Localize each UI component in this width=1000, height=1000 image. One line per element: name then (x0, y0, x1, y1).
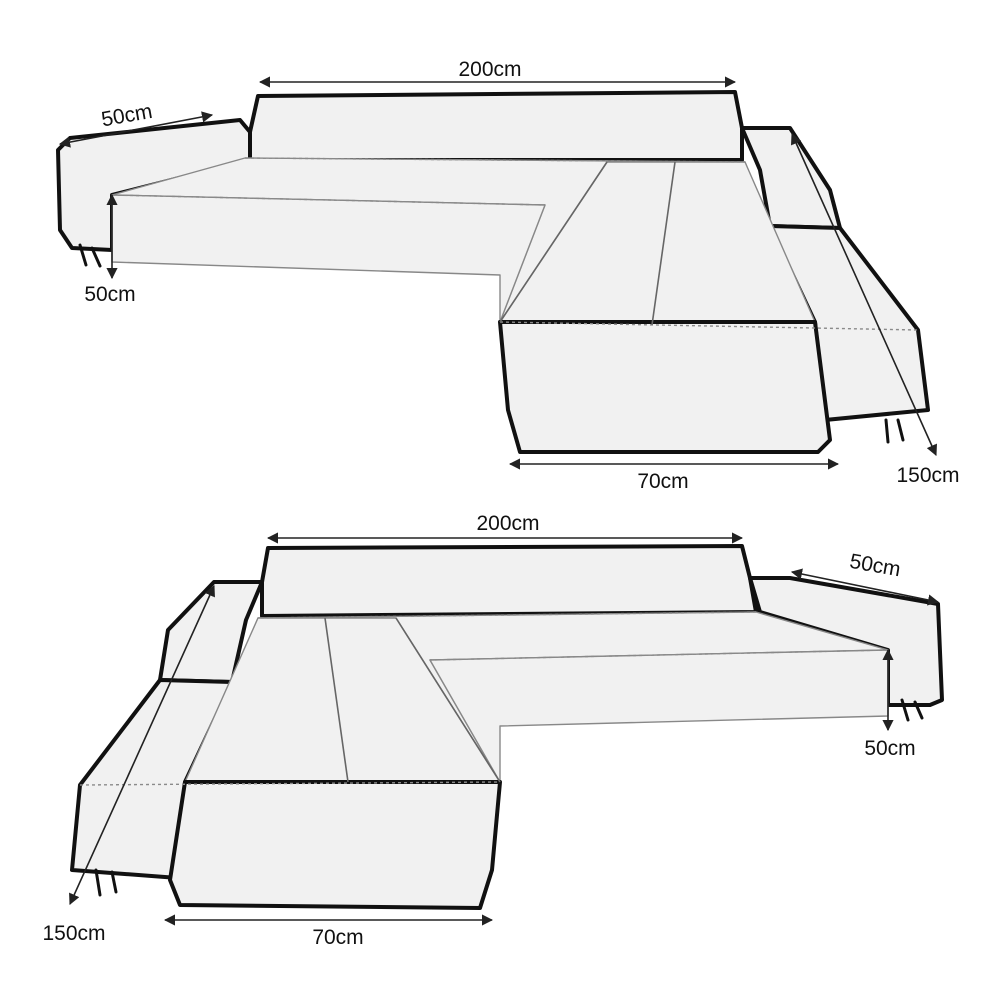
top-sofa-leg (78, 243, 102, 268)
top-sofa-seam (111, 194, 546, 206)
top-sofa-seam (244, 157, 746, 163)
top-sofa: 200cm 50cm 50cm 70cm 150cm (56, 58, 960, 493)
top-height-label: 50cm (84, 283, 135, 306)
bottom-sofa-seam (79, 781, 501, 786)
bottom-sofa: 200cm 50cm 50cm 70cm 150cm (42, 512, 944, 949)
bottom-sofa-seam (429, 649, 889, 661)
bottom-sofa-chaise-edge (395, 617, 501, 783)
top-chaise-length-label: 150cm (896, 464, 959, 487)
bottom-arm-depth-dimension-line (790, 568, 940, 606)
top-sofa-backrest (248, 90, 744, 162)
bottom-back-width-label: 200cm (476, 512, 539, 535)
top-sofa-chaise-edge (499, 161, 608, 323)
bottom-sofa-chaise-front (168, 780, 502, 910)
top-chaise-length-dimension-line (791, 132, 937, 457)
bottom-sofa-front (429, 649, 889, 783)
top-arm-depth-label: 50cm (100, 100, 155, 132)
top-sofa-front (111, 194, 546, 323)
bottom-sofa-backrest (260, 544, 758, 618)
top-arm-depth-dimension-line (58, 111, 214, 148)
top-sofa-chaise-front (498, 320, 832, 454)
bottom-height-label: 50cm (864, 737, 915, 760)
bottom-sofa-cushion-divider (324, 617, 349, 783)
bottom-arm-depth-label: 50cm (848, 550, 903, 582)
bottom-sofa-leg (900, 698, 924, 722)
top-sofa-leg (884, 418, 905, 444)
bottom-chaise-length-dimension-line (69, 584, 215, 906)
bottom-chaise-width-label: 70cm (312, 926, 363, 949)
bottom-chaise-length-label: 150cm (42, 922, 105, 945)
top-back-width-label: 200cm (458, 58, 521, 81)
top-sofa-cushion-divider (651, 161, 676, 326)
top-chaise-width-label: 70cm (637, 470, 688, 493)
bottom-sofa-seam (257, 611, 757, 619)
